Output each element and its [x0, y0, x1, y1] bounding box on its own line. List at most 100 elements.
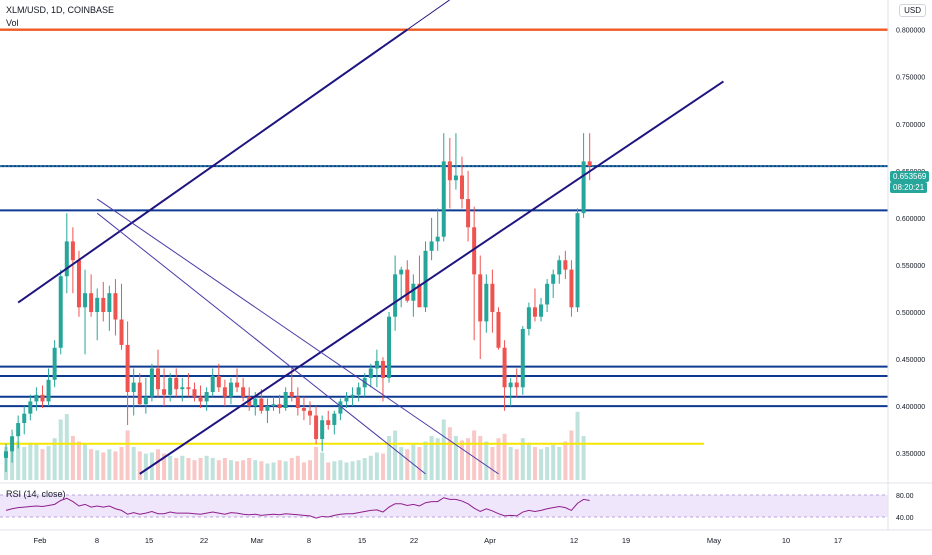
candle-body-up [83, 293, 88, 308]
candle-body-up [411, 283, 416, 301]
candle-body-down [156, 368, 160, 390]
candle-body-up [16, 423, 21, 437]
candle-body-down [222, 387, 227, 397]
candle-body-up [453, 175, 458, 181]
time-tick-label: 15 [145, 536, 153, 545]
candle-body-up [228, 382, 233, 397]
volume-label: Vol [6, 18, 19, 28]
candle-body-up [393, 274, 398, 317]
volume-bar [399, 447, 404, 480]
countdown-badge: 08:20:21 [890, 182, 928, 193]
volume-bar [119, 447, 124, 480]
candle-body-up [423, 250, 428, 308]
time-tick-label: 12 [570, 536, 578, 545]
price-tick-label: 0.450000 [896, 357, 925, 364]
price-tick-label: 0.400000 [896, 404, 925, 411]
candle-body-up [168, 377, 173, 395]
volume-bar [70, 436, 75, 480]
time-tick-label: 10 [782, 536, 790, 545]
volume-bar [374, 452, 379, 480]
volume-bar [441, 419, 446, 480]
candle-body-up [557, 260, 562, 275]
volume-bar [289, 458, 294, 480]
candle-body-up [551, 274, 556, 284]
symbol-title: XLM/USD, 1D, COINBASE [6, 5, 115, 15]
last-price-badge: 0.653569 [890, 171, 930, 182]
volume-bar [472, 430, 477, 480]
candle-body-down [137, 382, 142, 405]
volume-bar [89, 449, 94, 480]
candle-body-down [417, 283, 422, 308]
time-tick-label: 19 [622, 536, 630, 545]
candle-body-down [490, 283, 495, 312]
volume-bar [271, 462, 276, 480]
volume-bar [174, 458, 179, 480]
candle-body-up [429, 241, 434, 251]
volume-bar [131, 447, 136, 480]
volume-bar [101, 452, 106, 480]
candle-body-down [70, 241, 75, 261]
volume-bar [22, 447, 27, 480]
candle-body-up [332, 413, 337, 425]
time-tick-label: Apr [484, 536, 496, 545]
volume-bar [308, 460, 312, 480]
volume-bar [532, 447, 537, 480]
candle-body-down [162, 389, 167, 395]
time-tick-label: Feb [34, 536, 47, 545]
candle-body-up [545, 283, 550, 305]
candle-body-down [174, 377, 179, 390]
volume-bar [204, 455, 209, 480]
candle-body-down [119, 319, 124, 345]
candle-body-down [76, 260, 81, 308]
volume-bar [210, 458, 215, 480]
volume-bar [314, 447, 319, 480]
candle-body-up [581, 161, 586, 214]
candle-body-down [277, 404, 282, 408]
volume-bar [192, 460, 197, 480]
volume-bar [496, 438, 501, 480]
candle-body-down [198, 396, 203, 402]
volume-bar [478, 436, 483, 480]
candle-body-up [143, 396, 148, 405]
time-tick-label: Mar [251, 536, 264, 545]
volume-bar [575, 411, 580, 480]
candle-body-down [192, 389, 197, 397]
candle-body-down [101, 297, 106, 312]
candle-body-down [466, 199, 471, 228]
candle-body-down [308, 410, 312, 416]
price-tick-label: 0.800000 [896, 28, 925, 35]
candle-body-up [34, 394, 39, 402]
volume-bar [320, 452, 325, 480]
rsi-tick-label: 40.00 [896, 515, 914, 522]
time-tick-label: 8 [95, 536, 99, 545]
volume-bar [405, 449, 410, 480]
candle-body-down [502, 347, 507, 388]
candle-body-down [235, 382, 240, 388]
volume-bar [180, 455, 185, 480]
candle-body-up [64, 241, 69, 277]
candle-body-down [460, 175, 464, 200]
candle-body-down [241, 387, 246, 397]
volume-bar [380, 453, 385, 480]
volume-bar [508, 447, 513, 480]
volume-bar [113, 451, 118, 480]
candle-body-up [344, 396, 349, 402]
volume-bar [502, 433, 507, 480]
volume-bar [295, 455, 300, 480]
volume-bar [40, 449, 45, 480]
volume-bar [125, 430, 130, 480]
currency-button[interactable]: USD [899, 4, 926, 17]
volume-bar [429, 436, 434, 480]
volume-bar [453, 436, 458, 480]
volume-bar [563, 441, 568, 480]
price-tick-label: 0.550000 [896, 263, 925, 270]
candle-body-up [149, 368, 154, 397]
candle-body-down [113, 293, 118, 320]
candle-body-up [356, 387, 361, 395]
volume-bar [222, 458, 227, 480]
rsi-tick-label: 80.00 [896, 493, 914, 500]
volume-bar [301, 462, 306, 480]
candle-body-up [271, 404, 276, 407]
volume-bar [58, 419, 63, 480]
